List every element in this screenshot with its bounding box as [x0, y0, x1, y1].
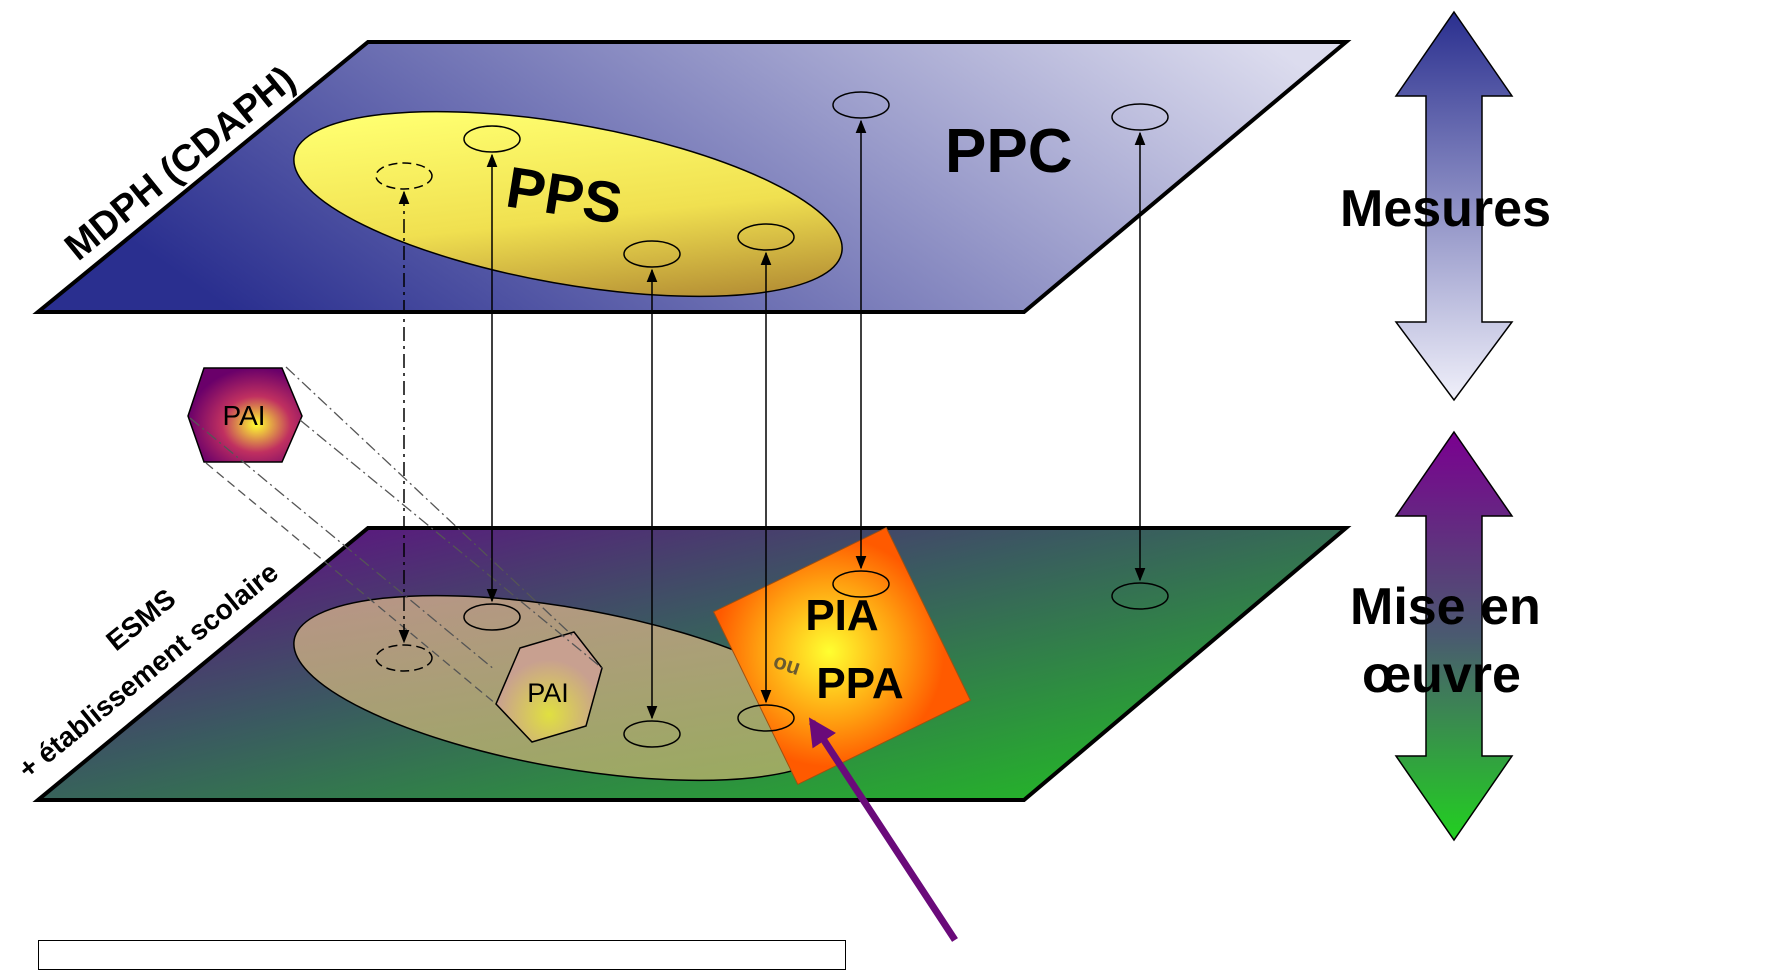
measure-node-dashed-top: [375, 162, 433, 190]
ppa-label: PPA: [816, 659, 903, 708]
pai-projection-line-1: [285, 366, 576, 639]
measure-node-2-bottom: [623, 720, 681, 748]
mise-en-oeuvre-arrow: [1394, 430, 1514, 842]
pia-ppa-block: PIA PPA: [712, 526, 972, 786]
pai-floating-label: PAI: [222, 400, 265, 431]
mesures-arrow: [1394, 10, 1514, 402]
pps-diagram: MDPH (CDAPH) PPC PPS PIA PPA ou PAI ESMS…: [12, 10, 1551, 942]
pia-label: PIA: [805, 591, 878, 640]
pps-ellipse: [293, 110, 843, 298]
measure-node-dashed-bottom: [375, 644, 433, 672]
pointer-arrow: [808, 717, 958, 942]
measure-node-2-top: [623, 240, 681, 268]
ppc-label: PPC: [945, 117, 1072, 186]
measure-node-3-bottom: [737, 704, 795, 732]
pai-projection-line-3: [205, 462, 497, 705]
measure-node-5-bottom: [1111, 582, 1169, 610]
mise-en-label: Mise en: [1350, 578, 1541, 636]
pai-projected-label: PAI: [527, 678, 569, 708]
measure-node-5-top: [1111, 103, 1169, 131]
measure-node-1-top: [463, 125, 521, 153]
measure-node-4-top: [832, 91, 890, 119]
measure-node-3-top: [737, 223, 795, 251]
oeuvre-label: œuvre: [1362, 646, 1521, 704]
caption-box: [38, 940, 846, 970]
pai-floating: PAI: [187, 367, 303, 463]
mesures-label: Mesures: [1340, 180, 1551, 238]
pai-projection-line-2: [299, 419, 603, 669]
measure-node-1-bottom: [463, 603, 521, 631]
pai-projected: PAI: [495, 631, 603, 743]
measure-node-4-bottom: [832, 570, 890, 598]
